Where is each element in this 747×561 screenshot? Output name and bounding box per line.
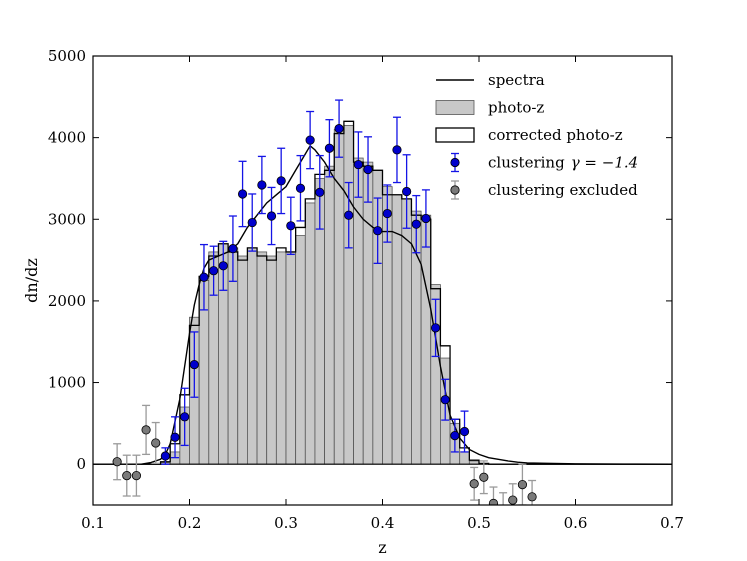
y-tick-label: 5000	[48, 47, 86, 65]
clustering-point	[440, 395, 450, 405]
clustering-point	[459, 426, 470, 437]
clustering-point	[189, 359, 199, 370]
y-axis-title: dn/dz	[22, 258, 41, 303]
legend-label-text: clustering excluded	[488, 181, 638, 199]
excluded-point	[479, 472, 489, 482]
excluded-point	[151, 438, 161, 448]
legend-photoz-swatch	[435, 100, 475, 115]
legend-label: spectra	[488, 71, 545, 89]
legend-label-text: corrected photo-z	[488, 126, 623, 144]
excluded-point	[508, 495, 518, 505]
clustering-point	[247, 217, 257, 228]
clustering-point	[382, 208, 392, 219]
excluded-point	[527, 492, 537, 502]
photoz-bar	[237, 255, 248, 465]
legend-label: photo-z	[488, 99, 544, 117]
excluded-point	[469, 479, 479, 489]
x-tick-label: 0.7	[660, 514, 684, 532]
clustering-point	[257, 180, 267, 190]
photoz-bar	[304, 202, 316, 465]
legend-excluded-marker	[450, 185, 460, 195]
photoz-bar	[285, 251, 297, 465]
legend-clustering-marker	[450, 157, 460, 168]
legend-label: clustering excluded	[488, 181, 638, 199]
legend-corrected-swatch	[435, 127, 475, 143]
clustering-point	[430, 323, 441, 333]
y-tick-label: 1000	[48, 374, 86, 392]
excluded-point	[141, 425, 151, 435]
x-tick-label: 0.3	[274, 514, 298, 532]
x-axis-title: z	[378, 538, 386, 557]
y-tick-label: 4000	[48, 129, 86, 147]
excluded-point	[499, 509, 507, 517]
photoz-bar	[246, 247, 258, 465]
y-tick-label: 2000	[48, 292, 86, 310]
photoz-bar	[256, 251, 268, 465]
x-tick-label: 0.4	[371, 514, 395, 532]
clustering-point	[160, 451, 170, 461]
photoz-bar	[266, 255, 277, 465]
clustering-point	[228, 244, 238, 254]
legend-label-math: γ = −1.4	[571, 154, 639, 172]
clustering-point	[295, 183, 306, 193]
x-tick-label: 0.2	[178, 514, 202, 532]
clustering-point	[363, 164, 373, 175]
clustering-point	[421, 213, 431, 224]
spectra-line	[141, 144, 672, 465]
clustering-point	[170, 432, 180, 442]
photoz-bar	[459, 451, 470, 465]
y-tick-label: 3000	[48, 210, 86, 228]
photoz-bar	[295, 235, 306, 465]
legend-label-text: spectra	[488, 71, 545, 89]
photoz-bar	[420, 214, 432, 465]
photoz-bar	[362, 161, 374, 465]
excluded-point	[488, 498, 499, 505]
excluded-point	[131, 471, 142, 481]
clustering-point	[237, 189, 248, 199]
clustering-point	[392, 145, 402, 155]
x-tick-label: 0.5	[467, 514, 491, 532]
clustering-point	[402, 186, 412, 197]
excluded-point	[112, 457, 122, 467]
x-tick-label: 0.6	[564, 514, 588, 532]
clustering-point	[334, 124, 344, 134]
clustering-point	[209, 266, 219, 276]
legend-label-text: clustering	[488, 154, 565, 172]
legend-label: corrected photo-z	[488, 126, 623, 144]
clustering-point	[411, 219, 421, 229]
legend-label: clustering γ = −1.4	[488, 154, 638, 172]
excluded-point	[517, 479, 528, 490]
clustering-point	[353, 159, 363, 170]
clustering-point	[276, 176, 286, 186]
clustering-point	[286, 221, 296, 231]
legend-entry: corrected photo-z	[435, 126, 623, 144]
legend-entry: clustering excluded	[450, 180, 638, 200]
legend-entry: photo-z	[435, 99, 544, 117]
clustering-point	[315, 187, 325, 197]
y-tick-label: 0	[76, 455, 86, 473]
photoz-bar	[275, 251, 287, 465]
clustering-point	[218, 261, 228, 271]
photoz-bar	[353, 157, 364, 465]
photoz-bar	[401, 198, 412, 465]
x-tick-label: 0.1	[81, 514, 105, 532]
photoz-bar	[343, 124, 354, 465]
clustering-point	[305, 135, 315, 145]
legend-entry: clustering γ = −1.4	[450, 152, 638, 173]
clustering-point	[373, 226, 383, 236]
clustering-point	[180, 412, 190, 422]
clustering-point	[344, 210, 354, 220]
excluded-point	[122, 471, 132, 481]
legend-entry: spectra	[436, 71, 545, 89]
legend-label-text: photo-z	[488, 99, 544, 117]
clustering-point	[199, 272, 209, 282]
clustering-point	[266, 211, 277, 221]
photoz-bar	[324, 165, 335, 465]
clustering-point	[324, 143, 335, 153]
clustering-point	[450, 431, 460, 441]
